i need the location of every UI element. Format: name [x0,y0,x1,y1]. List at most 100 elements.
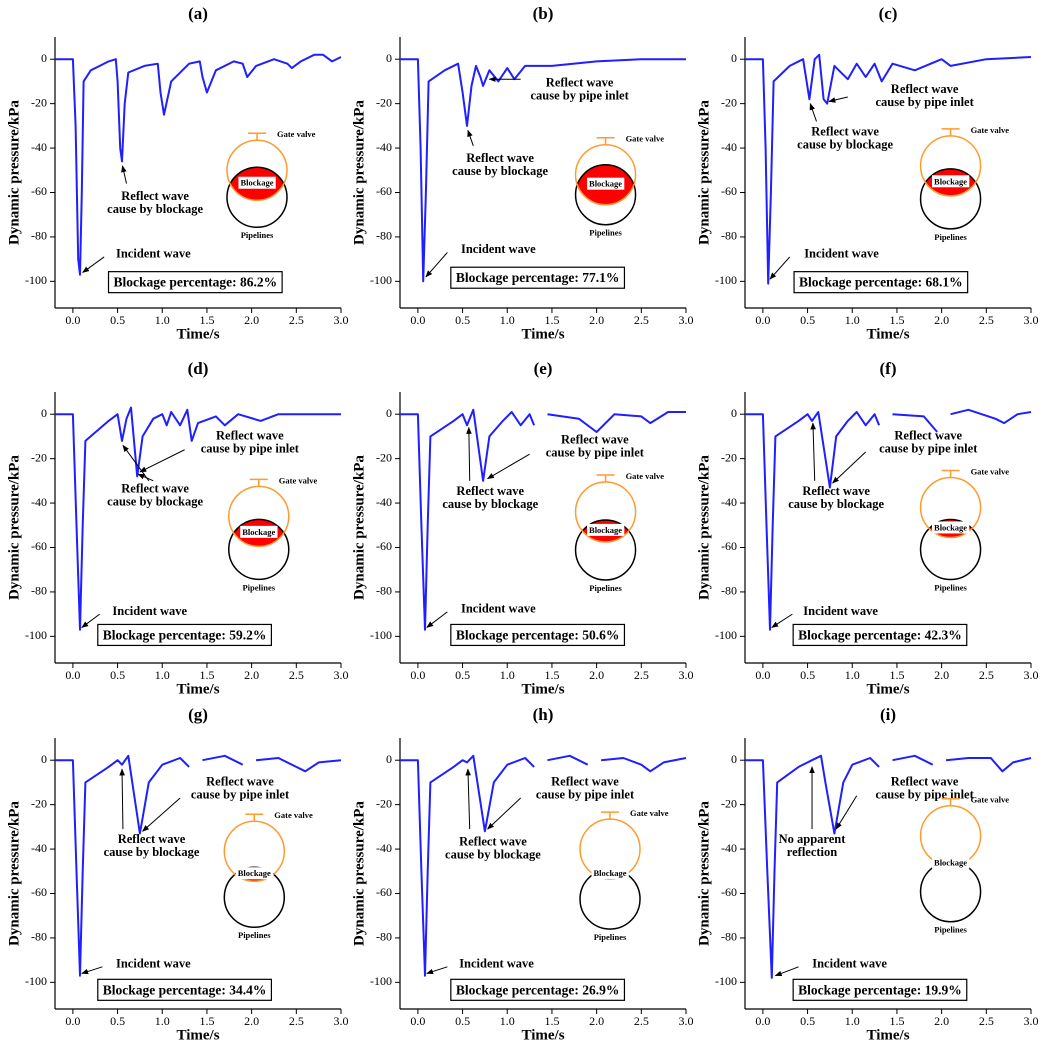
x-axis-label: Time/s [521,1027,564,1043]
annotation: cause by pipe inlet [876,787,975,801]
annotation: Incident wave [804,247,879,261]
pipeline-circle [919,518,982,581]
pipe-label: Pipelines [934,925,967,935]
annotation-arrow [486,453,530,480]
valve-label: Gate valve [971,795,1010,805]
x-tick-label: 0.0 [65,668,80,682]
data-line [55,754,342,977]
panel-title: (a) [188,4,208,23]
x-tick-label: 2.5 [634,1014,649,1028]
panel-title: (g) [188,705,208,724]
x-tick-label: 1.5 [889,1014,904,1028]
pipe-label: Pipelines [589,228,622,238]
x-tick-label: 1.0 [845,1014,860,1028]
x-tick-label: 3.0 [334,313,349,327]
annotation: cause by blockage [107,495,203,509]
annotation-arrow [81,613,100,628]
percentage-box [793,271,969,294]
x-tick-label: 1.0 [155,1014,170,1028]
x-tick-label: 1.0 [500,313,515,327]
panel-title: (f) [880,359,897,378]
panel: (h) Time/s Dynamic pressure/kPa 0.0 0.5 1.0 1.… [351,705,693,1044]
x-tick-label: 0.5 [800,313,815,327]
annotation: cause by blockage [107,202,203,216]
blockage-label: Blockage [934,176,967,186]
y-axis-label: Dynamic pressure/kPa [351,801,367,946]
x-tick-label: 2.5 [979,668,994,682]
annotation: Reflect wave [891,82,959,96]
percentage-label: Blockage percentage: 34.4% [103,982,267,997]
y-tick-label: 0 [386,752,392,766]
y-tick-label: -40 [721,140,737,154]
annotation: Reflect wave [121,482,189,496]
annotation: Reflect wave [206,774,274,788]
blockage-label: Blockage [594,868,627,878]
x-tick-label: 2.0 [589,313,604,327]
percentage-box [97,623,272,647]
panel: (c) Time/s Dynamic pressure/kPa 0.0 0.5 1.0 1.… [696,4,1038,343]
x-axis-label: Time/s [521,681,564,697]
annotation-arrow [769,256,791,280]
y-axis-label: Dynamic pressure/kPa [6,100,22,245]
annotation: cause by pipe inlet [546,446,645,460]
panel: (g) Time/s Dynamic pressure/kPa 0.0 0.5 1.0 1.… [6,705,348,1044]
blockage-label-bg [587,177,625,190]
y-tick-label: -80 [721,930,737,944]
data-line [745,53,1032,285]
percentage-box [450,266,626,289]
percentage-label: Blockage percentage: 26.9% [456,982,620,997]
annotation: Reflect wave [811,124,879,138]
valve-label: Gate valve [971,466,1010,476]
blockage-label: Blockage [240,178,273,188]
percentage-label: Blockage percentage: 86.2% [114,275,278,290]
y-tick-label: -40 [31,495,47,509]
y-tick-label: 0 [731,752,737,766]
x-tick-label: 3.0 [1024,1014,1039,1028]
x-tick-label: 0.5 [455,1014,470,1028]
blockage-label-bg [932,856,970,869]
y-axis-label: Dynamic pressure/kPa [351,100,367,245]
y-tick-label: -80 [31,229,47,243]
annotation-arrow [774,966,799,977]
annotation: cause by blockage [445,847,541,861]
blockage-label: Blockage [242,527,275,537]
percentage-label: Blockage percentage: 19.9% [798,982,962,997]
annotation: Reflect wave [456,484,524,498]
y-tick-label: -60 [721,184,737,198]
x-axis-label: Time/s [866,1027,909,1043]
y-tick-label: 0 [386,406,392,420]
x-tick-label: 3.0 [679,313,694,327]
annotation: cause by pipe inlet [879,441,978,455]
y-tick-label: -80 [31,584,47,598]
x-tick-label: 2.5 [289,1014,304,1028]
blockage-label-bg [932,521,970,534]
y-tick-label: -100 [25,974,47,988]
y-tick-label: 0 [731,406,737,420]
x-tick-label: 1.0 [155,668,170,682]
x-tick-label: 1.5 [199,668,214,682]
pipeline-circle [228,518,290,581]
blockage-label: Blockage [934,858,967,868]
annotation: Incident wave [803,604,878,618]
y-tick-label: -80 [721,229,737,243]
percentage-box [450,623,626,647]
x-tick-label: 2.5 [634,668,649,682]
x-tick-label: 1.5 [199,1014,214,1028]
panel: (b) Time/s Dynamic pressure/kPa 0.0 0.5 1.0 1.… [351,4,693,343]
x-tick-label: 1.0 [845,668,860,682]
percentage-label: Blockage percentage: 50.6% [456,627,620,642]
valve-label: Gate valve [630,808,669,818]
y-tick-label: -60 [31,184,47,198]
x-tick-label: 0.0 [410,313,425,327]
annotation: cause by blockage [104,845,200,859]
annotation: Incident wave [116,956,191,970]
x-tick-label: 3.0 [334,1014,349,1028]
x-tick-label: 0.0 [755,313,770,327]
x-tick-label: 2.5 [979,313,994,327]
annotation-arrow [139,449,185,473]
y-tick-label: 0 [41,51,47,65]
y-tick-label: -40 [376,140,392,154]
annotation-arrow [832,451,866,484]
y-tick-label: -20 [376,95,392,109]
x-tick-label: 1.5 [544,313,559,327]
